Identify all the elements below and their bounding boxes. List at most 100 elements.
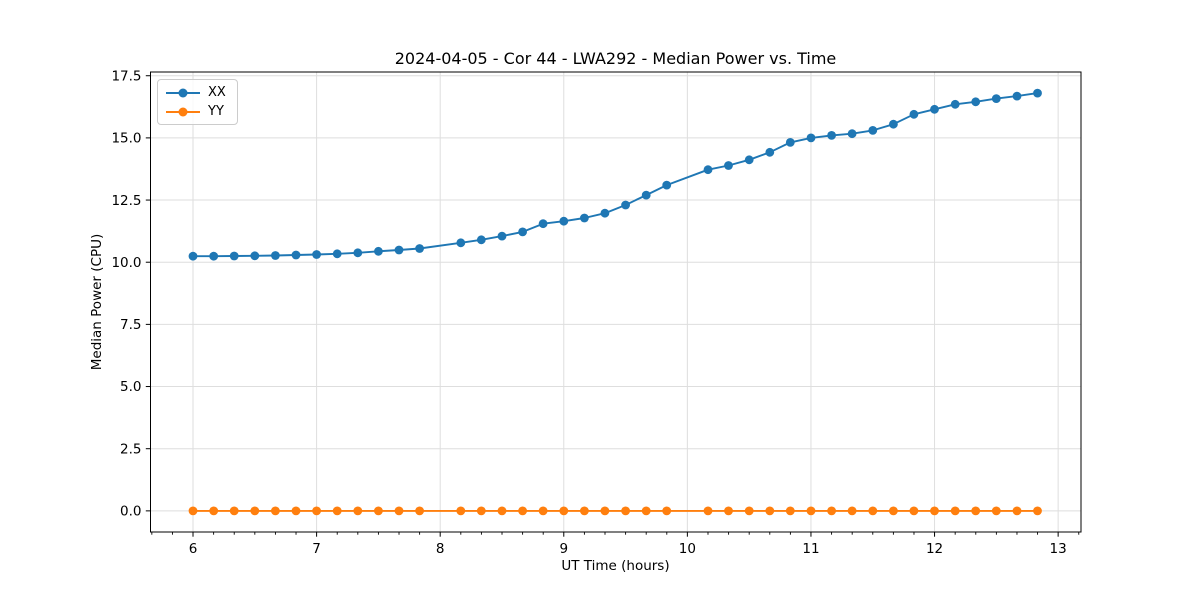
data-point-xx [847, 129, 857, 139]
data-point-yy [785, 506, 795, 516]
y-tick-label: 7.5 [120, 317, 141, 333]
x-tick-label: 10 [679, 541, 696, 557]
data-point-yy [229, 506, 239, 516]
data-point-yy [518, 506, 527, 516]
data-point-xx [312, 250, 321, 259]
data-point-xx [518, 227, 527, 237]
x-tick-label: 9 [559, 541, 568, 557]
data-point-xx [662, 180, 672, 190]
data-point-yy [868, 506, 878, 516]
data-point-xx [250, 251, 260, 261]
data-point-xx [291, 250, 301, 260]
legend-line-marker-yy [166, 107, 200, 117]
data-point-yy [353, 506, 363, 516]
data-point-xx [641, 190, 651, 200]
y-tick-label: 5.0 [120, 379, 141, 395]
data-point-xx [889, 119, 898, 129]
y-tick-label: 15.0 [111, 131, 141, 147]
axes-spines [150, 71, 1082, 533]
data-point-yy [559, 506, 569, 516]
data-point-yy [930, 506, 939, 516]
data-point-yy [271, 506, 280, 516]
data-point-yy [312, 506, 321, 516]
data-point-xx [724, 161, 733, 170]
legend: XX YY [157, 79, 238, 125]
data-point-xx [456, 238, 466, 248]
data-point-xx [765, 147, 775, 157]
data-point-yy [889, 506, 898, 516]
legend-item-yy: YY [166, 105, 226, 118]
data-point-xx [971, 97, 981, 107]
data-point-xx [353, 248, 363, 258]
data-point-yy [662, 506, 672, 516]
data-point-yy [188, 506, 198, 516]
data-point-xx [580, 213, 589, 223]
data-point-xx [538, 219, 548, 229]
data-point-yy [621, 506, 630, 516]
data-point-yy [374, 506, 383, 516]
data-point-yy [600, 506, 610, 516]
data-point-xx [909, 109, 919, 119]
legend-label-yy: YY [208, 104, 224, 119]
series-line-xx [193, 92, 1038, 258]
data-point-yy [744, 506, 754, 516]
data-point-yy [991, 506, 1001, 516]
y-tick-label: 10.0 [111, 255, 141, 271]
data-point-xx [209, 251, 219, 261]
data-point-xx [415, 244, 424, 253]
data-point-xx [497, 231, 507, 241]
data-point-xx [394, 245, 404, 255]
data-point-yy [497, 506, 507, 516]
data-point-yy [415, 506, 424, 516]
data-point-xx [785, 138, 795, 147]
data-point-xx [374, 246, 383, 256]
data-point-xx [600, 208, 610, 218]
data-point-yy [456, 506, 466, 516]
data-point-xx [559, 216, 569, 226]
data-point-xx [271, 251, 280, 260]
data-point-xx [950, 99, 960, 109]
x-tick-label: 12 [926, 541, 943, 557]
data-point-xx [868, 125, 878, 135]
x-tick-label: 7 [312, 541, 321, 557]
data-point-yy [971, 506, 981, 516]
data-point-yy [250, 506, 260, 516]
x-tick-label: 11 [802, 541, 819, 557]
data-point-yy [538, 506, 548, 516]
data-point-yy [1012, 506, 1022, 516]
legend-label-xx: XX [208, 85, 226, 100]
data-point-xx [744, 155, 754, 165]
data-point-yy [209, 506, 219, 516]
y-axis-label: Median Power (CPU) [89, 233, 105, 371]
data-point-yy [765, 506, 775, 516]
x-tick-label: 6 [189, 541, 198, 557]
legend-item-xx: XX [166, 86, 226, 99]
data-point-xx [188, 251, 198, 261]
data-point-xx [1033, 88, 1042, 98]
data-point-xx [806, 133, 816, 143]
y-tick-label: 0.0 [120, 504, 141, 520]
data-point-yy [580, 506, 589, 516]
legend-line-marker-xx [166, 88, 200, 98]
data-point-yy [1033, 506, 1042, 516]
data-point-yy [806, 506, 816, 516]
data-point-xx [476, 235, 486, 245]
data-point-xx [827, 131, 836, 140]
y-tick-label: 12.5 [111, 193, 141, 209]
data-point-yy [724, 506, 733, 516]
data-point-yy [847, 506, 857, 516]
y-tick-label: 2.5 [120, 441, 141, 457]
data-point-yy [950, 506, 960, 516]
data-point-yy [827, 506, 836, 516]
data-point-xx [930, 104, 939, 114]
y-tick-label: 17.5 [111, 68, 141, 84]
data-point-xx [1012, 91, 1022, 101]
data-point-yy [291, 506, 301, 516]
chart-title: 2024-04-05 - Cor 44 - LWA292 - Median Po… [394, 49, 837, 68]
data-point-xx [332, 249, 342, 259]
data-point-yy [703, 506, 713, 516]
x-tick-label: 8 [436, 541, 445, 557]
data-point-yy [476, 506, 486, 516]
